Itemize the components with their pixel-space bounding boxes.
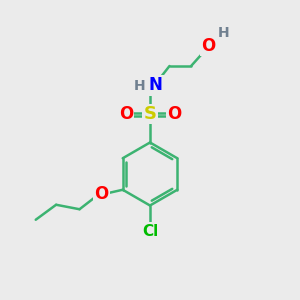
Text: H: H (134, 79, 145, 92)
Text: N: N (148, 76, 162, 94)
Text: Cl: Cl (142, 224, 158, 238)
Text: O: O (94, 185, 108, 203)
Text: O: O (119, 105, 133, 123)
Text: O: O (167, 105, 181, 123)
Text: H: H (218, 26, 229, 40)
Text: O: O (201, 37, 215, 55)
Text: S: S (143, 105, 157, 123)
